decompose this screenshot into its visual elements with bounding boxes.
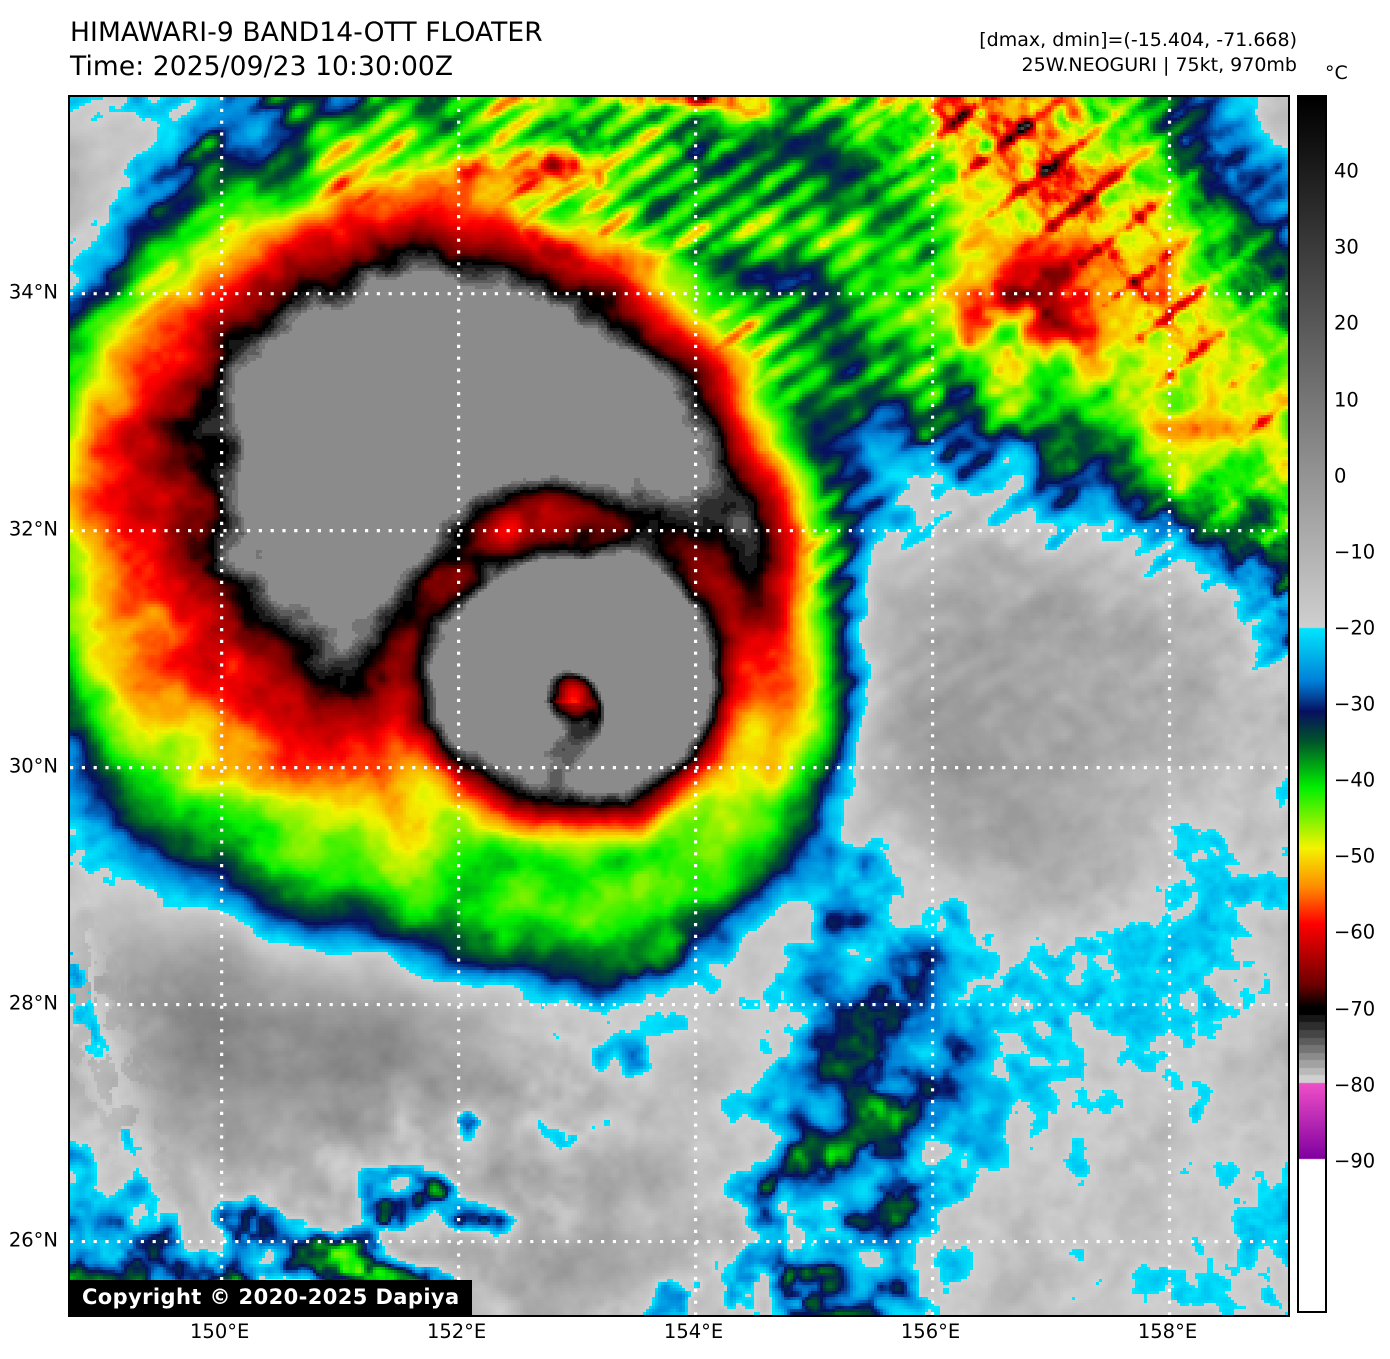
lat-tick-30: 30°N [8, 754, 58, 778]
storm-intensity-readout: 25W.NEOGURI | 75kt, 970mb [1021, 54, 1297, 77]
lon-tick-150: 150°E [190, 1320, 250, 1343]
observation-time: Time: 2025/09/23 10:30:00Z [70, 51, 454, 83]
colorbar-tick-0: 40 [1334, 159, 1359, 183]
colorbar-tick-9: −50 [1334, 844, 1376, 868]
lat-tick-28: 28°N [8, 991, 58, 1015]
colorbar-unit-label: °C [1325, 62, 1348, 84]
metadata-block: [dmax, dmin]=(-15.404, -71.668) 25W.NEOG… [979, 28, 1297, 79]
colorbar-tick-11: −70 [1334, 997, 1376, 1020]
colorbar-tick-13: −90 [1334, 1149, 1376, 1173]
colorbar-tick-5: −10 [1334, 540, 1376, 564]
copyright-notice: Copyright © 2020-2025 Dapiya [70, 1280, 472, 1315]
dmax-dmin-readout: [dmax, dmin]=(-15.404, -71.668) [979, 29, 1297, 51]
colorbar-tick-8: −40 [1334, 768, 1376, 792]
lon-tick-158: 158°E [1137, 1320, 1198, 1343]
temperature-colorbar[interactable] [1297, 95, 1327, 1313]
colorbar-tick-4: 0 [1334, 464, 1347, 488]
colorbar-tick-12: −80 [1334, 1073, 1376, 1097]
lat-tick-34: 34°N [8, 280, 58, 304]
page-title: HIMAWARI-9 BAND14-OTT FLOATER Time: 2025… [70, 16, 543, 85]
colorbar-tick-2: 20 [1334, 311, 1359, 335]
lon-tick-156: 156°E [900, 1320, 961, 1343]
colorbar-tick-7: −30 [1334, 692, 1376, 716]
product-title: HIMAWARI-9 BAND14-OTT FLOATER [70, 17, 543, 48]
colorbar-tick-1: 30 [1334, 235, 1359, 259]
lon-tick-154: 154°E [663, 1320, 724, 1343]
colorbar-gradient [1299, 97, 1325, 1311]
colorbar-tick-10: −60 [1334, 920, 1376, 944]
lat-tick-32: 32°N [8, 517, 58, 541]
colorbar-tick-6: −20 [1334, 616, 1376, 640]
lat-tick-26: 26°N [8, 1228, 58, 1252]
satellite-image-panel[interactable]: Copyright © 2020-2025 Dapiya [68, 95, 1290, 1317]
lon-tick-152: 152°E [426, 1320, 487, 1343]
colorbar-tick-3: 10 [1334, 388, 1359, 411]
satellite-imagery-canvas [70, 97, 1288, 1315]
